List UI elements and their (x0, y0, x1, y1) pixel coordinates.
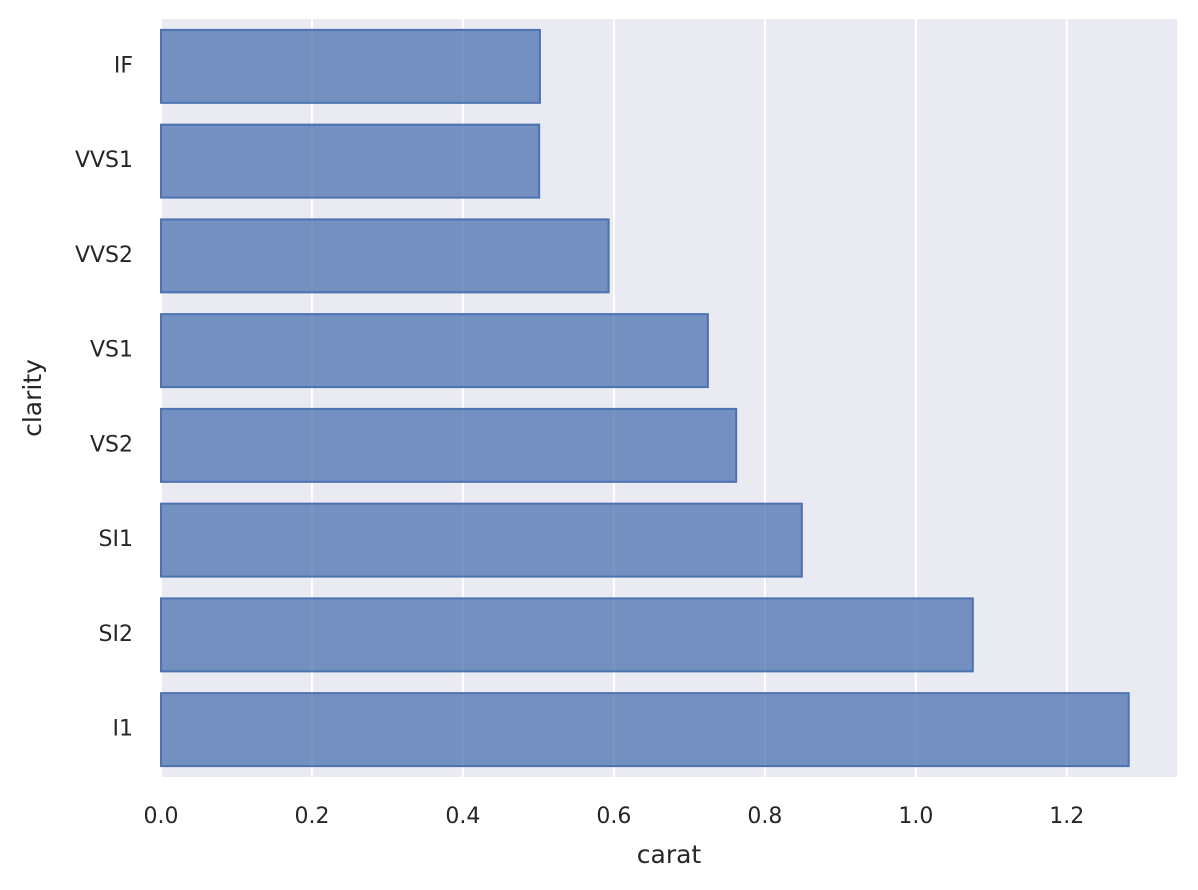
y-axis-label: clarity (18, 359, 47, 437)
y-tick-label: SI2 (99, 622, 133, 647)
bar (160, 123, 541, 199)
bar (160, 313, 709, 389)
bar (160, 218, 610, 294)
bar (160, 597, 974, 673)
y-tick-label: VVS1 (75, 148, 133, 173)
bar (160, 692, 1130, 768)
bars (160, 28, 1130, 768)
y-tick-label: SI1 (99, 527, 133, 552)
y-tick-label: IF (114, 53, 133, 78)
bar (160, 28, 541, 104)
x-axis-label: carat (637, 840, 702, 869)
y-tick-label: VS2 (90, 432, 133, 457)
labels: 0.0 0.2 0.4 0.6 0.8 1.0 1.2 IF VVS1 VVS2 VS1 VS2 SI1… (75, 53, 1084, 829)
x-tick-label: 0.6 (596, 804, 631, 829)
bar (160, 502, 803, 578)
x-tick-label: 0.8 (747, 804, 782, 829)
bar (160, 407, 738, 483)
x-tick-label: 0.2 (294, 804, 329, 829)
y-tick-label: VVS2 (75, 243, 133, 268)
x-tick-label: 0.0 (144, 804, 179, 829)
x-tick-label: 1.2 (1049, 804, 1084, 829)
x-tick-label: 1.0 (898, 804, 933, 829)
y-tick-label: I1 (113, 717, 134, 742)
y-tick-label: VS1 (90, 338, 133, 363)
x-tick-label: 0.4 (445, 804, 480, 829)
